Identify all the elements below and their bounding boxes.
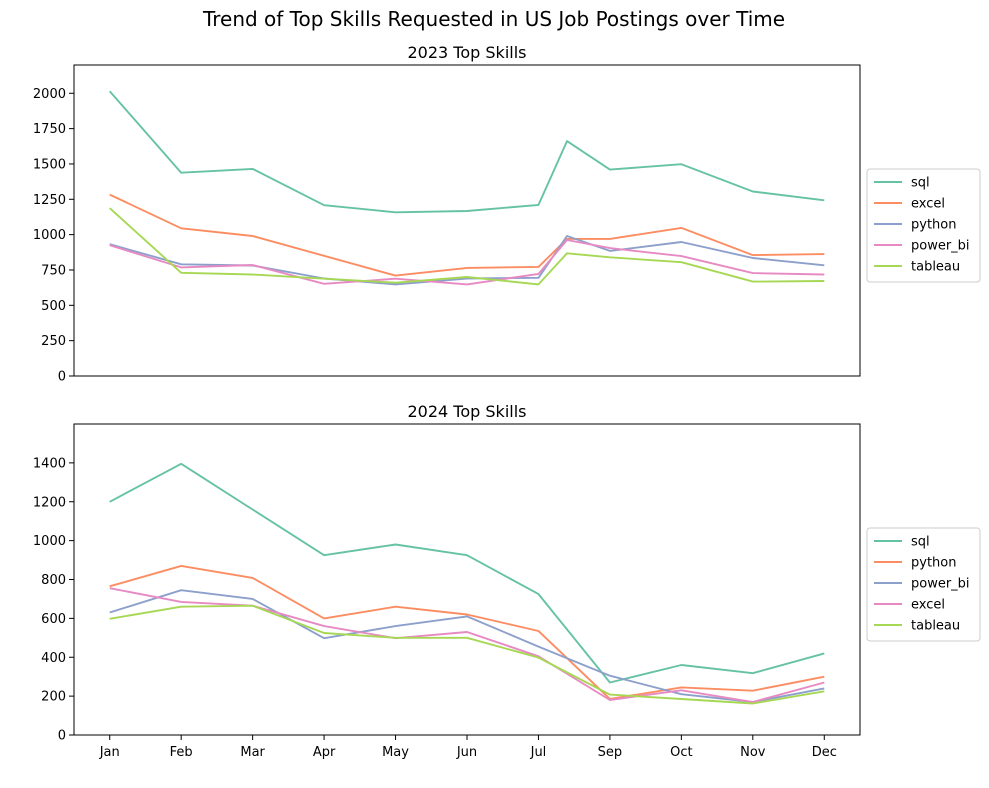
y-tick-label: 750 [41,263,66,278]
legend-label-python: python [911,218,956,233]
x-tick-label: Nov [740,745,766,760]
x-tick-label: Jun [456,745,477,760]
y-tick-label: 1500 [33,157,66,172]
series-line-tableau [109,604,825,705]
y-tick-label: 0 [58,729,66,744]
axes-frame [73,64,861,377]
y-tick-label: 200 [41,690,66,705]
y-tick-label: 2000 [33,87,66,102]
y-tick-label: 1000 [33,534,66,549]
axes-frame [73,423,861,736]
subplot-1: 2024 Top Skills 0 200 400 600 800 1000 1200 1400… [33,402,981,760]
x-tick-label: Oct [670,745,692,760]
x-tick-label: Apr [313,745,336,760]
legend-label-sql: sql [911,176,930,191]
legend-label-excel: excel [911,197,945,212]
x-tick-label: Sep [598,745,623,760]
legend-label-power_bi: power_bi [911,239,970,254]
subplots-container: 2023 Top Skills 0 250 500 750 1000 1250 1500 175… [33,43,981,760]
legend-label-python: python [911,556,956,571]
y-tick-label: 250 [41,334,66,349]
x-tick-label: Jul [530,745,547,760]
series-line-sql [109,462,825,684]
y-tick-label: 1750 [33,122,66,137]
figure-title: Trend of Top Skills Requested in US Job … [202,7,785,31]
series-line-tableau [109,207,825,286]
y-tick-label: 0 [58,370,66,385]
legend-label-excel: excel [911,598,945,613]
x-tick-label: Mar [240,745,265,760]
y-tick-label: 1200 [33,495,66,510]
legend-label-tableau: tableau [911,260,960,275]
y-tick-label: 800 [41,573,66,588]
series-line-power_bi [109,239,825,286]
series-line-python [109,564,825,700]
y-tick-label: 1250 [33,193,66,208]
subplot-title: 2023 Top Skills [408,43,527,62]
series-line-excel [109,587,825,703]
series-line-power_bi [109,589,825,703]
series-line-excel [109,193,825,277]
legend-label-sql: sql [911,535,930,550]
legend-box [866,168,981,283]
x-tick-label: Dec [812,745,837,760]
legend-label-tableau: tableau [911,619,960,634]
y-tick-label: 1400 [33,456,66,471]
y-tick-label: 500 [41,299,66,314]
legend-box [866,527,981,642]
x-tick-label: Feb [170,745,193,760]
x-tick-label: Jan [99,745,120,760]
subplot-title: 2024 Top Skills [408,402,527,421]
subplot-0: 2023 Top Skills 0 250 500 750 1000 1250 1500 175… [33,43,981,385]
y-tick-label: 400 [41,651,66,666]
series-line-sql [108,90,825,214]
x-tick-label: May [382,745,409,760]
y-tick-label: 1000 [33,228,66,243]
legend-label-power_bi: power_bi [911,577,970,592]
y-tick-label: 600 [41,612,66,627]
